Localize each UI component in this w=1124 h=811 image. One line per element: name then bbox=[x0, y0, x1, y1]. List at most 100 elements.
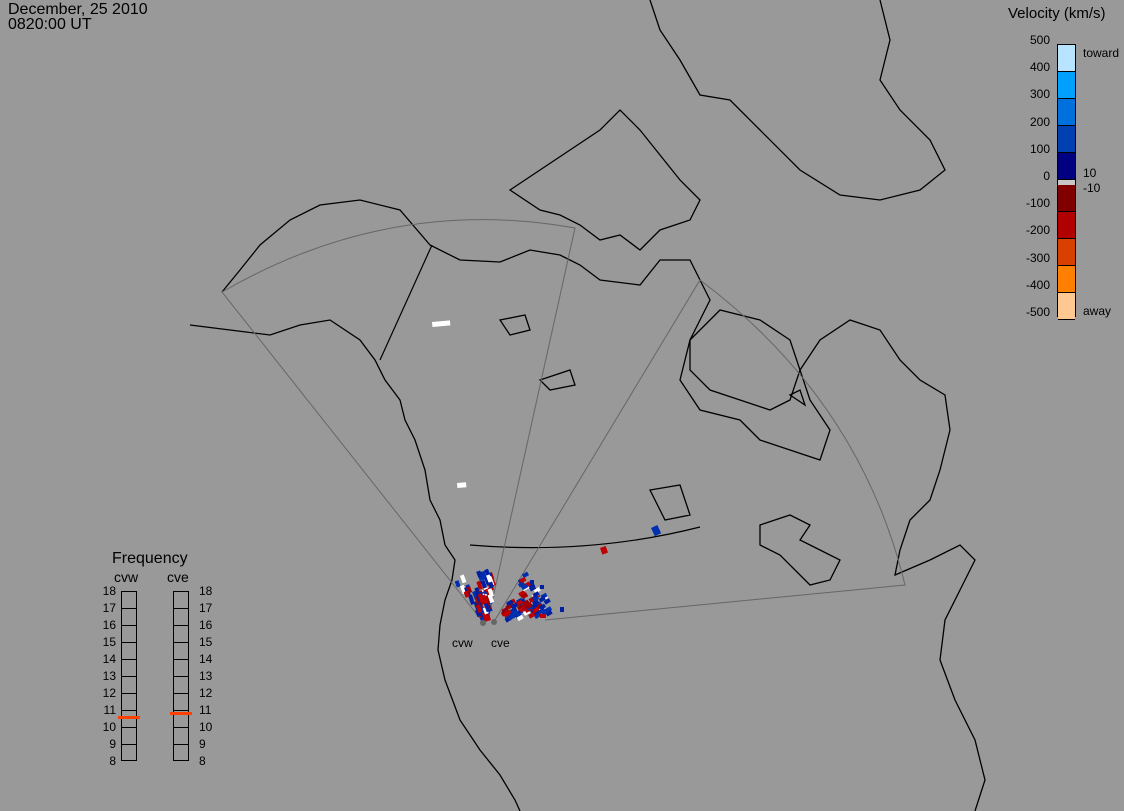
radar-site-cve bbox=[491, 619, 497, 625]
scatter-cell bbox=[545, 610, 553, 617]
colorbar-tick: -500 bbox=[1025, 305, 1050, 319]
scatter-cell bbox=[525, 602, 533, 610]
radar-scatter bbox=[432, 320, 662, 623]
away-label: away bbox=[1083, 304, 1112, 318]
colorbar-tick: 400 bbox=[1029, 60, 1050, 75]
frequency-tick: 10 bbox=[199, 720, 213, 734]
coastline-hudson-bay bbox=[689, 309, 801, 411]
frequency-tick: 12 bbox=[199, 686, 213, 700]
frequency-gridline bbox=[174, 693, 188, 694]
fields-of-view bbox=[221, 219, 906, 623]
scatter-cell bbox=[516, 599, 524, 606]
borders bbox=[379, 244, 701, 549]
frequency-tick: 10 bbox=[102, 720, 116, 734]
scatter-cell bbox=[540, 614, 546, 618]
colorbar-segment bbox=[1058, 72, 1075, 99]
scatter-cell bbox=[506, 599, 514, 606]
fov-cvw bbox=[221, 219, 576, 623]
scatter-cell bbox=[538, 595, 546, 603]
plus-ten-label: 10 bbox=[1083, 166, 1097, 180]
frequency-scale-cvw bbox=[121, 591, 137, 761]
colorbar-tick: -300 bbox=[1025, 250, 1050, 265]
border-us-canada bbox=[469, 526, 701, 549]
scatter-cell bbox=[521, 571, 530, 579]
scatter-cell bbox=[518, 590, 526, 597]
frequency-gridline bbox=[174, 625, 188, 626]
scatter-cell bbox=[518, 606, 527, 613]
toward-label: toward bbox=[1083, 46, 1120, 60]
colorbar-tick: 500 bbox=[1029, 33, 1050, 47]
scatter-cell bbox=[519, 576, 527, 584]
radar-label-cvw: cvw bbox=[452, 636, 473, 650]
frequency-tick: 9 bbox=[199, 737, 206, 751]
velocity-colorbar bbox=[1057, 44, 1076, 320]
scatter-cell bbox=[459, 574, 467, 584]
colorbar-tick: 0 bbox=[1043, 169, 1050, 183]
frequency-radar-cvw: cvw bbox=[114, 569, 139, 585]
frequency-scale-cve bbox=[173, 591, 189, 761]
colorbar-segment bbox=[1058, 45, 1075, 72]
frequency-gridline bbox=[174, 744, 188, 745]
scatter-cell bbox=[511, 609, 519, 617]
scatter-cell bbox=[476, 580, 483, 590]
colorbar-tick: 300 bbox=[1029, 87, 1050, 102]
colorbar-segment bbox=[1058, 153, 1075, 180]
colorbar-ground-scatter bbox=[1058, 180, 1075, 185]
scatter-cell bbox=[516, 614, 524, 622]
scatter-cell bbox=[484, 568, 490, 576]
frequency-tick: 13 bbox=[199, 669, 213, 683]
coastlines bbox=[189, 0, 986, 811]
colorbar-segment bbox=[1058, 99, 1075, 126]
scatter-cell bbox=[487, 594, 495, 604]
scatter-cell bbox=[533, 586, 541, 594]
fov-cve bbox=[494, 279, 906, 621]
scatter-cell bbox=[457, 482, 467, 488]
scatter-cell bbox=[468, 594, 474, 601]
frequency-gridline bbox=[122, 659, 136, 660]
colorbar-tick: -400 bbox=[1025, 277, 1050, 292]
frequency-gridline bbox=[122, 676, 136, 677]
radar-label-cve: cve bbox=[491, 636, 510, 650]
border-alaska-canada bbox=[379, 244, 433, 361]
scatter-cell bbox=[510, 602, 518, 610]
scatter-cell bbox=[481, 594, 489, 605]
colorbar-tick: -200 bbox=[1025, 223, 1050, 238]
colorbar-tick: 100 bbox=[1029, 141, 1050, 156]
frequency-gridline bbox=[122, 642, 136, 643]
frequency-tick: 17 bbox=[199, 601, 213, 615]
scatter-cell bbox=[528, 612, 536, 619]
scatter-cell bbox=[477, 593, 485, 604]
scatter-cell bbox=[476, 570, 482, 578]
scatter-cell bbox=[514, 612, 522, 619]
scatter-cell bbox=[480, 579, 488, 589]
frequency-marker bbox=[118, 715, 140, 719]
scatter-cell bbox=[454, 580, 461, 588]
frequency-tick: 18 bbox=[199, 584, 213, 598]
frequency-gridline bbox=[174, 676, 188, 677]
frequency-tick: 14 bbox=[102, 652, 116, 666]
colorbar-segment bbox=[1058, 293, 1075, 320]
coastline-great-lakes bbox=[759, 514, 841, 586]
frequency-tick: 14 bbox=[199, 652, 213, 666]
scatter-cell bbox=[482, 606, 489, 615]
scatter-cell bbox=[600, 545, 609, 555]
time-label: 0820:00 UT bbox=[8, 16, 92, 33]
scatter-cell bbox=[479, 572, 486, 580]
scatter-cell bbox=[522, 599, 530, 607]
scatter-cell bbox=[531, 595, 540, 602]
frequency-tick: 15 bbox=[102, 635, 116, 649]
scatter-cell bbox=[432, 320, 451, 327]
frequency-marker bbox=[170, 712, 192, 716]
scatter-cell bbox=[651, 525, 662, 537]
frequency-gridline bbox=[174, 608, 188, 609]
frequency-tick: 12 bbox=[102, 686, 116, 700]
scatter-cell bbox=[487, 588, 495, 598]
colorbar-title: Velocity (km/s) bbox=[1008, 5, 1106, 22]
frequency-gridline bbox=[174, 710, 188, 711]
colorbar-segment bbox=[1058, 266, 1075, 293]
scatter-cell bbox=[528, 585, 537, 592]
lake-islands bbox=[498, 314, 807, 521]
scatter-cell bbox=[463, 590, 470, 598]
scatter-cell bbox=[475, 609, 482, 618]
scatter-cell bbox=[538, 603, 546, 611]
